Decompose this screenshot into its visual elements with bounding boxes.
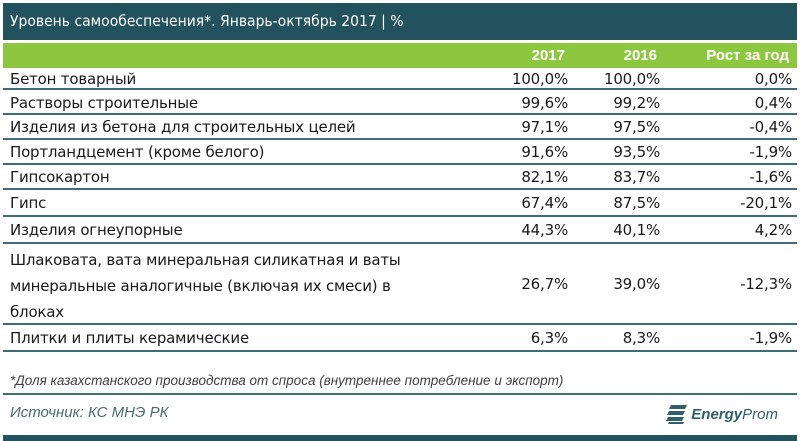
- table-row: Портландцемент (кроме белого) 91,6% 93,5…: [3, 140, 797, 165]
- table-title: Уровень самообеспечения*. Январь-октябрь…: [3, 3, 797, 40]
- value-growth: -12,3%: [740, 275, 792, 293]
- value-2016: 99,2%: [613, 94, 660, 112]
- value-2016: 87,5%: [613, 194, 660, 212]
- row-label: Изделия из бетона для строительных целей: [10, 118, 356, 136]
- row-label-line: Шлаковата, вата минеральная силикатная и…: [10, 251, 401, 269]
- table-row: Бетон товарный 100,0% 100,0% 0,0%: [3, 68, 797, 90]
- value-growth: -20,1%: [740, 194, 792, 212]
- value-2016: 39,0%: [613, 275, 660, 293]
- footnote: *Доля казахстанского производства от спр…: [3, 369, 797, 395]
- source-label: Источник: КС МНЭ РК: [10, 404, 169, 421]
- energyprom-logo: EnergyProm: [666, 400, 778, 428]
- table-row: Плитки и плиты керамические 6,3% 8,3% -1…: [3, 325, 797, 352]
- value-growth: -1,9%: [749, 143, 792, 161]
- column-header-2017: 2017: [531, 47, 565, 64]
- value-growth: -1,9%: [749, 329, 792, 347]
- bottom-bar: [3, 435, 797, 441]
- value-2017: 67,4%: [521, 194, 568, 212]
- table-row: Шлаковата, вата минеральная силикатная и…: [3, 244, 797, 325]
- value-growth: 0,0%: [754, 70, 793, 88]
- row-label: Шлаковата, вата минеральная силикатная и…: [10, 247, 470, 325]
- column-header-2016: 2016: [623, 47, 657, 64]
- value-2017: 100,0%: [512, 70, 568, 88]
- value-2016: 8,3%: [622, 329, 661, 347]
- row-label-line: минеральные аналогичные (включая их смес…: [10, 277, 391, 295]
- row-label: Плитки и плиты керамические: [10, 329, 249, 347]
- value-2016: 40,1%: [613, 221, 660, 239]
- value-growth: 4,2%: [754, 221, 793, 239]
- row-label: Гипс: [10, 194, 47, 212]
- row-label: Бетон товарный: [10, 70, 137, 88]
- value-growth: 0,4%: [754, 94, 793, 112]
- table-row: Изделия из бетона для строительных целей…: [3, 115, 797, 140]
- row-label: Изделия огнеупорные: [10, 221, 183, 239]
- value-growth: -0,4%: [749, 118, 792, 136]
- table-row: Растворы строительные 99,6% 99,2% 0,4%: [3, 90, 797, 115]
- table-row: Гипс 67,4% 87,5% -20,1%: [3, 190, 797, 217]
- value-2017: 44,3%: [521, 221, 568, 239]
- column-header-growth: Рост за год: [706, 47, 789, 64]
- column-header-row: 2017 2016 Рост за год: [3, 43, 797, 68]
- value-2017: 82,1%: [521, 168, 568, 186]
- value-2016: 100,0%: [604, 70, 660, 88]
- value-growth: -1,6%: [749, 168, 792, 186]
- row-label: Портландцемент (кроме белого): [10, 143, 265, 161]
- row-label: Растворы строительные: [10, 94, 198, 112]
- value-2017: 99,6%: [521, 94, 568, 112]
- value-2016: 83,7%: [613, 168, 660, 186]
- data-table: Бетон товарный 100,0% 100,0% 0,0% Раство…: [3, 68, 797, 352]
- value-2017: 91,6%: [521, 143, 568, 161]
- table-row: Изделия огнеупорные 44,3% 40,1% 4,2%: [3, 217, 797, 244]
- logo-text: EnergyProm: [691, 405, 778, 423]
- value-2016: 97,5%: [613, 118, 660, 136]
- table-row: Гипсокартон 82,1% 83,7% -1,6%: [3, 165, 797, 190]
- energyprom-logo-icon: [666, 403, 688, 425]
- row-label-line: блоках: [10, 303, 64, 321]
- value-2017: 6,3%: [530, 329, 569, 347]
- row-label: Гипсокартон: [10, 168, 110, 186]
- value-2016: 93,5%: [613, 143, 660, 161]
- value-2017: 26,7%: [521, 275, 568, 293]
- value-2017: 97,1%: [521, 118, 568, 136]
